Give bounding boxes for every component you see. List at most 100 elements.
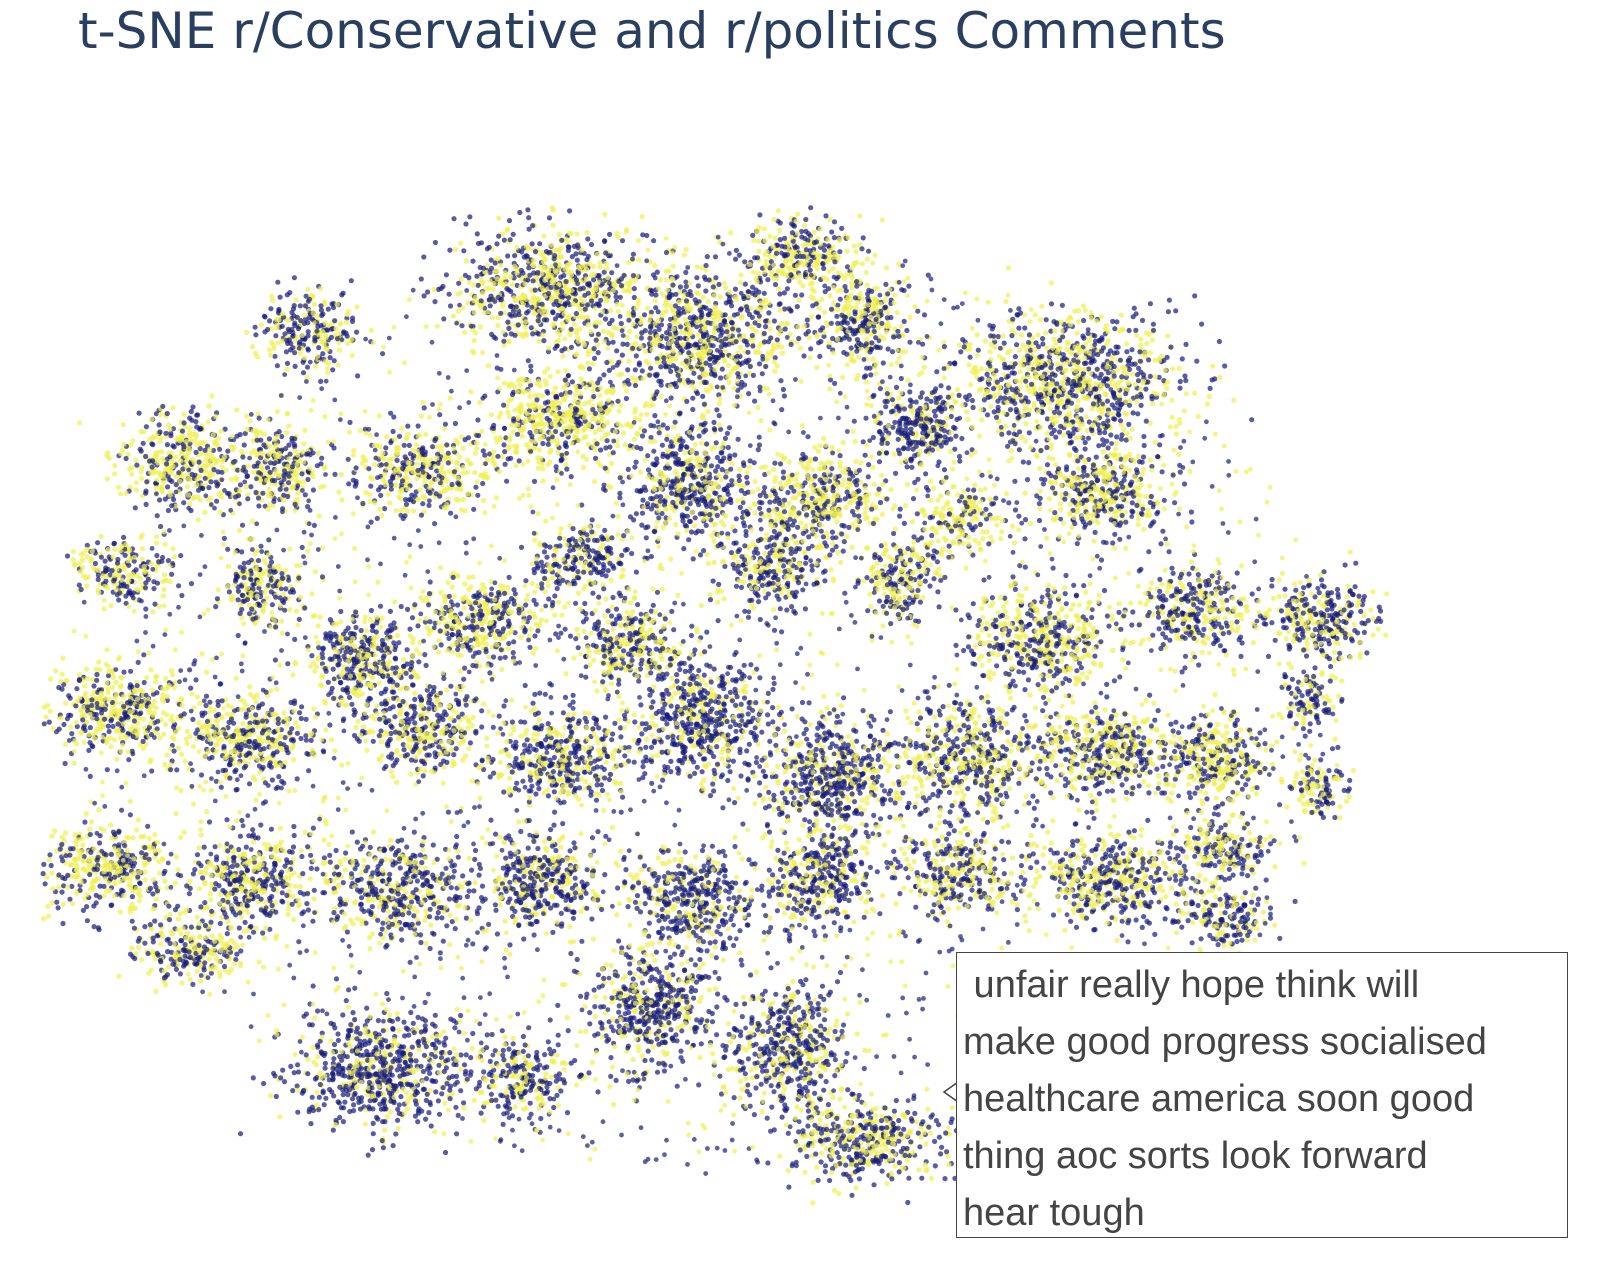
scatter-point[interactable] — [719, 329, 726, 335]
scatter-point[interactable] — [179, 428, 186, 434]
scatter-point[interactable] — [659, 313, 665, 319]
scatter-point[interactable] — [602, 316, 609, 322]
scatter-point[interactable] — [681, 341, 687, 347]
scatter-point[interactable] — [340, 290, 346, 296]
scatter-point[interactable] — [880, 481, 886, 487]
scatter-point[interactable] — [627, 288, 633, 294]
scatter-point[interactable] — [379, 455, 385, 461]
scatter-point[interactable] — [663, 506, 669, 512]
scatter-point[interactable] — [318, 461, 324, 467]
scatter-point[interactable] — [851, 262, 857, 268]
scatter-point[interactable] — [689, 447, 695, 453]
scatter-point[interactable] — [360, 500, 366, 507]
scatter-point[interactable] — [453, 496, 459, 502]
scatter-point[interactable] — [591, 271, 597, 277]
scatter-point[interactable] — [431, 286, 437, 293]
scatter-point[interactable] — [297, 350, 303, 356]
scatter-point[interactable] — [658, 322, 665, 328]
scatter-point[interactable] — [640, 376, 646, 382]
scatter-point[interactable] — [466, 279, 472, 285]
scatter-point[interactable] — [377, 443, 383, 450]
scatter-point[interactable] — [494, 276, 500, 282]
scatter-point[interactable] — [692, 441, 698, 447]
scatter-point[interactable] — [913, 443, 919, 449]
scatter-point[interactable] — [418, 276, 424, 282]
scatter-point[interactable] — [702, 349, 708, 355]
scatter-point[interactable] — [568, 474, 574, 480]
scatter-point[interactable] — [706, 494, 712, 500]
scatter-point[interactable] — [659, 291, 666, 298]
scatter-point[interactable] — [286, 480, 292, 486]
scatter-point[interactable] — [763, 324, 769, 330]
scatter-point[interactable] — [525, 358, 531, 364]
scatter-point[interactable] — [782, 235, 788, 241]
scatter-point[interactable] — [720, 440, 727, 446]
scatter-point[interactable] — [575, 270, 582, 276]
scatter-point[interactable] — [542, 265, 548, 271]
scatter-point[interactable] — [771, 318, 778, 324]
scatter-point[interactable] — [319, 455, 325, 461]
scatter-point[interactable] — [164, 410, 170, 417]
scatter-point[interactable] — [237, 482, 243, 488]
scatter-point[interactable] — [793, 476, 799, 482]
scatter-point[interactable] — [607, 280, 613, 286]
scatter-point[interactable] — [759, 500, 765, 506]
scatter-point[interactable] — [236, 527, 243, 534]
scatter-point[interactable] — [181, 500, 187, 506]
scatter-point[interactable] — [642, 349, 649, 355]
scatter-point[interactable] — [569, 379, 576, 385]
scatter-point[interactable] — [451, 445, 457, 452]
scatter-point[interactable] — [634, 488, 640, 494]
scatter-point[interactable] — [515, 422, 521, 428]
scatter-point[interactable] — [252, 324, 258, 330]
scatter-point[interactable] — [804, 241, 810, 248]
scatter-point[interactable] — [765, 351, 771, 357]
scatter-point[interactable] — [609, 359, 615, 365]
scatter-point[interactable] — [548, 242, 554, 248]
scatter-point[interactable] — [601, 269, 607, 275]
scatter-point[interactable] — [827, 293, 833, 299]
scatter-point[interactable] — [904, 482, 911, 488]
scatter-point[interactable] — [896, 395, 902, 401]
scatter-point[interactable] — [847, 499, 853, 506]
scatter-point[interactable] — [494, 241, 500, 247]
scatter-point[interactable] — [759, 371, 765, 377]
scatter-point[interactable] — [734, 353, 740, 359]
scatter-point[interactable] — [781, 290, 788, 296]
scatter-point[interactable] — [713, 505, 719, 511]
scatter-point[interactable] — [597, 264, 603, 270]
scatter-point[interactable] — [388, 410, 394, 416]
scatter-point[interactable] — [530, 422, 537, 428]
scatter-point[interactable] — [632, 409, 638, 415]
scatter-point[interactable] — [592, 478, 598, 485]
scatter-point[interactable] — [737, 504, 743, 510]
scatter-point[interactable] — [730, 326, 736, 332]
scatter-point[interactable] — [767, 326, 773, 332]
scatter-point[interactable] — [443, 272, 449, 278]
scatter-point[interactable] — [794, 304, 800, 310]
scatter-point[interactable] — [626, 328, 633, 335]
scatter-point[interactable] — [593, 320, 599, 326]
scatter-point[interactable] — [857, 213, 863, 219]
scatter-point[interactable] — [538, 416, 545, 422]
scatter-point[interactable] — [491, 280, 497, 287]
scatter-point[interactable] — [258, 322, 264, 328]
scatter-point[interactable] — [921, 312, 928, 318]
scatter-point[interactable] — [879, 440, 885, 446]
scatter-point[interactable] — [474, 479, 480, 485]
scatter-point[interactable] — [908, 458, 914, 464]
scatter-point[interactable] — [143, 424, 149, 430]
scatter-point[interactable] — [486, 297, 492, 303]
scatter-point[interactable] — [775, 268, 781, 275]
scatter-point[interactable] — [414, 442, 420, 448]
scatter-point[interactable] — [733, 516, 739, 522]
scatter-point[interactable] — [711, 419, 717, 425]
scatter-point[interactable] — [488, 257, 494, 263]
scatter-point[interactable] — [345, 456, 351, 462]
scatter-point[interactable] — [511, 384, 517, 390]
scatter-point[interactable] — [856, 467, 863, 473]
scatter-point[interactable] — [722, 435, 729, 441]
scatter-point[interactable] — [463, 221, 469, 227]
scatter-point[interactable] — [418, 512, 425, 518]
scatter-point[interactable] — [478, 298, 484, 304]
